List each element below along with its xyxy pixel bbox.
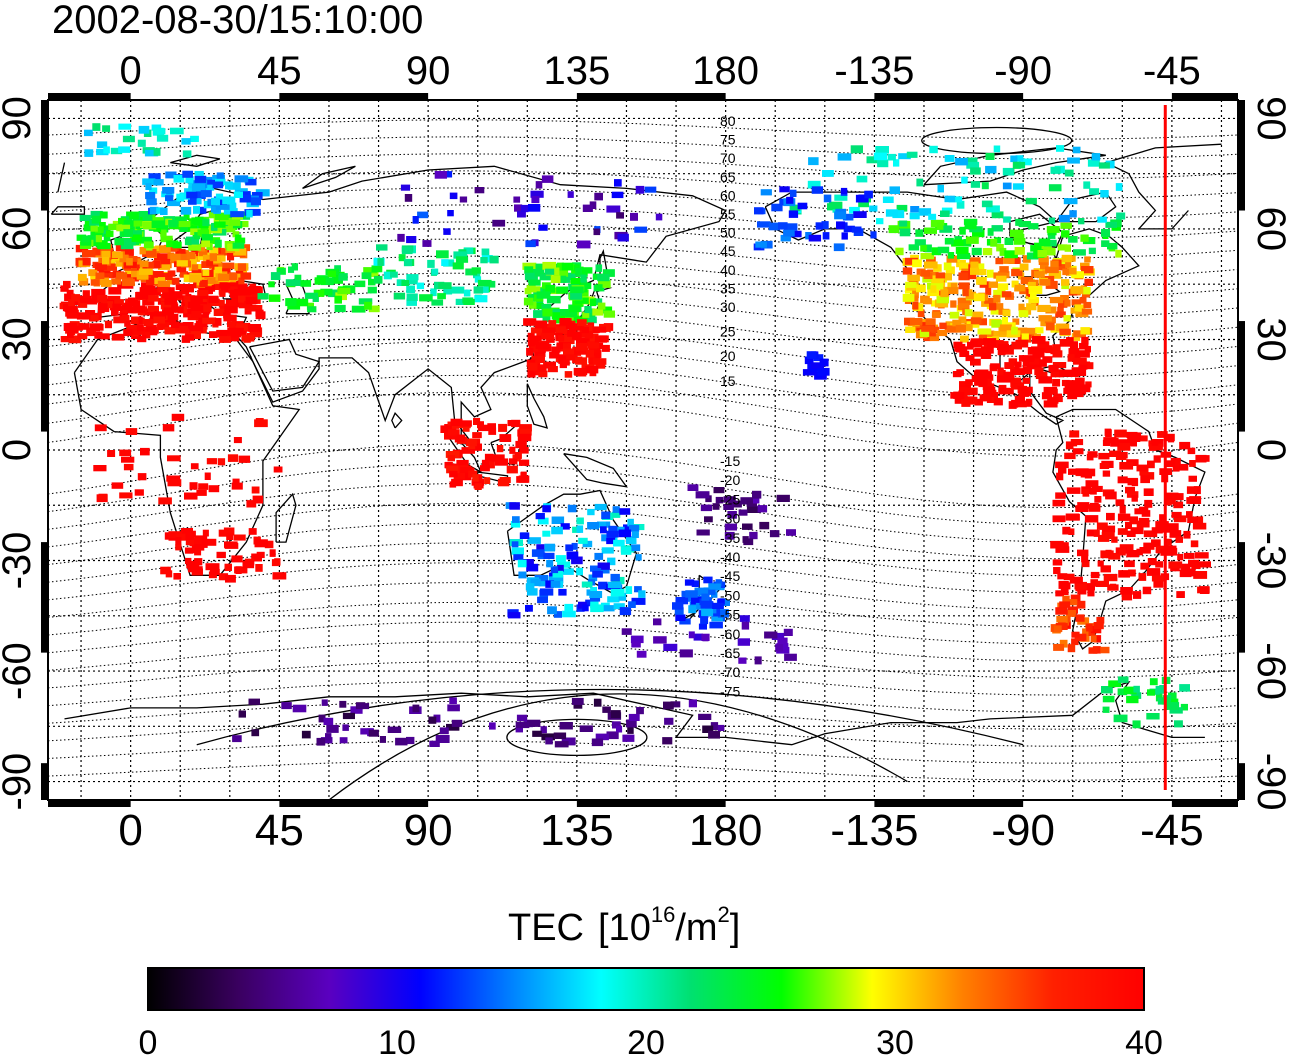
- contour-label: 60: [720, 187, 736, 203]
- contour-label: 70: [720, 150, 736, 166]
- colorbar-title: TEC [1016/m2]: [508, 904, 741, 950]
- lon-tick-label-top: -90: [994, 49, 1052, 93]
- lat-tick-label-left: -30: [0, 532, 39, 590]
- contour-label: 15: [720, 373, 736, 389]
- contour-label: -15: [720, 453, 740, 469]
- tec-data-points: [59, 123, 1211, 748]
- lon-tick-label-bottom: 90: [404, 806, 453, 855]
- contour-label: 30: [720, 299, 736, 315]
- contour-label: 25: [720, 324, 736, 340]
- colorbar-tick-label: 40: [1125, 1024, 1163, 1057]
- contour-label: 35: [720, 280, 736, 296]
- contour-label: -70: [720, 664, 740, 680]
- lon-tick-label-top: -45: [1143, 49, 1201, 93]
- lon-tick-label-bottom: -45: [1140, 806, 1204, 855]
- map-title: 2002-08-30/15:10:00: [52, 0, 424, 42]
- contour-label: -60: [720, 626, 740, 642]
- contour-label: -40: [720, 549, 740, 565]
- lon-tick-label-top: 90: [406, 49, 451, 93]
- lat-tick-label-left: -60: [0, 642, 39, 700]
- lon-tick-label-top: -135: [834, 49, 914, 93]
- contour-label: 45: [720, 243, 736, 259]
- colorbar-title-unit-mid: /m: [675, 907, 718, 949]
- colorbar-tick-label: 10: [378, 1024, 416, 1057]
- lat-tick-label-left: 0: [0, 439, 39, 461]
- lat-tick-label-right: 0: [1249, 439, 1292, 461]
- colorbar-tick-label: 20: [627, 1024, 665, 1057]
- lat-tick-label-right: -90: [1249, 753, 1292, 811]
- colorbar-tick-label: 30: [876, 1024, 914, 1057]
- contour-label: 75: [720, 132, 736, 148]
- lon-tick-label-bottom: 45: [255, 806, 304, 855]
- contour-label: 20: [720, 348, 736, 364]
- contour-label: -35: [720, 530, 740, 546]
- lat-tick-label-right: 60: [1249, 207, 1292, 252]
- lat-tick-label-right: 30: [1249, 317, 1292, 362]
- lon-tick-label-top: 180: [692, 49, 759, 93]
- contour-label: -65: [720, 645, 740, 661]
- colorbar-title-unit-open: [10: [598, 907, 651, 949]
- contour-label: -45: [720, 568, 740, 584]
- contour-labels: 80 75 70 65 60 55 50 45 40 35 30 25 20 15 -15 -20 -25 -30…: [720, 113, 740, 699]
- lon-tick-label-bottom: -135: [830, 806, 918, 855]
- contour-label: 65: [720, 169, 736, 185]
- lon-tick-label-top: 45: [257, 49, 302, 93]
- contour-label: -20: [720, 472, 740, 488]
- colorbar: 0 10 20 30 40: [139, 967, 1163, 1057]
- lat-tick-label-left: 90: [0, 96, 39, 140]
- colorbar-title-exp2: 2: [717, 902, 730, 927]
- contour-label: -25: [720, 491, 740, 507]
- lat-tick-label-right: -60: [1249, 642, 1292, 700]
- lon-tick-label-bottom: 180: [689, 806, 762, 855]
- contour-label: 40: [720, 262, 736, 278]
- colorbar-title-unit-close: ]: [729, 907, 741, 949]
- lon-tick-label-bottom: 0: [118, 806, 142, 855]
- contour-label: -30: [720, 511, 740, 527]
- lon-tick-label-top: 0: [120, 49, 142, 93]
- colorbar-title-exp1: 16: [650, 902, 676, 927]
- contour-label: -55: [720, 607, 740, 623]
- lon-tick-label-bottom: 135: [540, 806, 613, 855]
- contour-label: 80: [720, 113, 736, 129]
- contour-label: 55: [720, 206, 736, 222]
- lon-tick-label-top: 135: [544, 49, 611, 93]
- lat-tick-label-left: 60: [0, 207, 39, 252]
- contour-label: -50: [720, 587, 740, 603]
- colorbar-title-label: TEC: [508, 907, 584, 949]
- lon-tick-label-bottom: -90: [991, 806, 1055, 855]
- axis-ticks: 0045459090135135180180-135-135-90-90-45-…: [0, 49, 1292, 855]
- lat-tick-label-right: 90: [1249, 96, 1292, 140]
- lat-tick-label-right: -30: [1249, 532, 1292, 590]
- colorbar-tick-label: 0: [139, 1024, 158, 1057]
- lat-tick-label-left: -90: [0, 753, 39, 811]
- colorbar-gradient: [147, 967, 1145, 1011]
- contour-label: 50: [720, 225, 736, 241]
- contour-label: -75: [720, 683, 740, 699]
- lat-tick-label-left: 30: [0, 317, 39, 362]
